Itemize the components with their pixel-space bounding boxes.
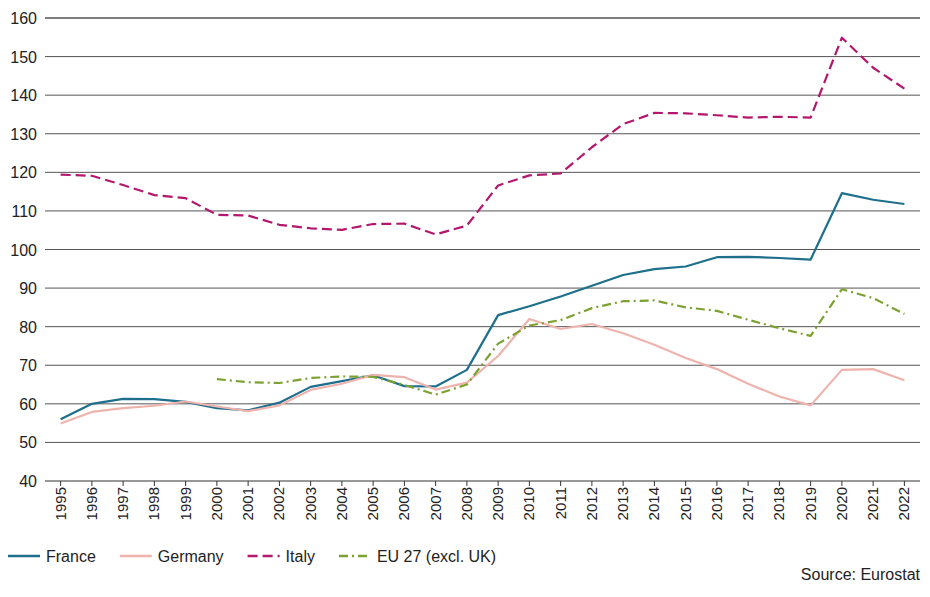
x-tick-label: 2016: [708, 487, 725, 520]
x-tick: [529, 481, 530, 486]
x-tick-label: 2005: [364, 487, 381, 520]
x-tick-label: 1996: [83, 487, 100, 520]
x-tick: [91, 481, 92, 486]
x-tick-label: 2001: [239, 487, 256, 520]
x-tick-label: 2020: [833, 487, 850, 520]
y-tick-label: 60: [19, 396, 37, 413]
x-tick-label: 2012: [583, 487, 600, 520]
legend-label: Italy: [286, 548, 315, 565]
x-tick: [685, 481, 686, 486]
x-tick: [810, 481, 811, 486]
series-line: [61, 38, 905, 235]
legend-label: Germany: [158, 548, 224, 565]
y-tick-label: 140: [10, 87, 37, 104]
x-tick: [560, 481, 561, 486]
x-tick: [279, 481, 280, 486]
x-tick-label: 2009: [489, 487, 506, 520]
grid-line: [45, 326, 920, 327]
y-tick-label: 80: [19, 319, 37, 336]
x-tick-label: 2002: [270, 487, 287, 520]
x-tick: [373, 481, 374, 486]
y-tick-label: 150: [10, 49, 37, 66]
x-tick: [841, 481, 842, 486]
y-tick-label: 160: [10, 10, 37, 27]
legend-key: [8, 555, 40, 558]
x-tick-label: 2010: [520, 487, 537, 520]
y-tick-label: 100: [10, 242, 37, 259]
legend-label: EU 27 (excl. UK): [377, 548, 496, 565]
x-tick: [748, 481, 749, 486]
series-line: [217, 289, 905, 394]
annotation: Source: Eurostat: [801, 566, 921, 583]
x-tick-label: 2006: [395, 487, 412, 520]
grid-line: [45, 133, 920, 134]
x-tick-label: 1995: [52, 487, 69, 520]
plot-top: [45, 18, 920, 19]
y-tick-label: 120: [10, 164, 37, 181]
x-tick-label: 1997: [114, 487, 131, 520]
chart: 40 50 60 70 80 90 100 110 120 130 140 150 160 1995 199…: [0, 0, 930, 597]
x-tick: [466, 481, 467, 486]
y-tick-label: 130: [10, 126, 37, 143]
x-tick: [623, 481, 624, 486]
x-tick-label: 2004: [333, 487, 350, 520]
grid-line: [45, 172, 920, 173]
x-tick-label: 2013: [614, 487, 631, 520]
y-tick-label: 40: [19, 473, 37, 490]
x-tick: [716, 481, 717, 486]
y-tick-label: 90: [19, 280, 37, 297]
legend-key: [248, 555, 280, 558]
x-tick: [154, 481, 155, 486]
x-tick-label: 2014: [645, 487, 662, 520]
x-tick: [60, 481, 61, 486]
x-tick: [779, 481, 780, 486]
grid-line: [45, 56, 920, 57]
legend-key: [339, 555, 371, 558]
grid-line: [45, 288, 920, 289]
legend-key: [120, 555, 152, 558]
grid-line: [45, 18, 920, 19]
x-tick-label: 2000: [208, 487, 225, 520]
grid-line: [45, 442, 920, 443]
x-tick: [404, 481, 405, 486]
x-axis: [45, 480, 920, 481]
grid-line: [45, 95, 920, 96]
x-tick: [123, 481, 124, 486]
y-tick-label: 70: [19, 357, 37, 374]
x-tick: [498, 481, 499, 486]
x-tick-label: 1998: [145, 487, 162, 520]
x-tick: [341, 481, 342, 486]
grid-line: [45, 210, 920, 211]
x-tick-label: 1999: [177, 487, 194, 520]
x-tick: [185, 481, 186, 486]
x-tick-label: 2007: [427, 487, 444, 520]
x-tick: [873, 481, 874, 486]
x-tick: [654, 481, 655, 486]
x-tick: [591, 481, 592, 486]
x-tick: [248, 481, 249, 486]
x-tick-label: 2019: [802, 487, 819, 520]
x-tick-label: 2008: [458, 487, 475, 520]
x-tick: [435, 481, 436, 486]
x-tick: [904, 481, 905, 486]
grid-line: [45, 249, 920, 250]
x-tick-label: 2015: [677, 487, 694, 520]
y-tick-label: 110: [11, 203, 37, 220]
y-tick-label: 50: [19, 434, 37, 451]
lines: [61, 38, 905, 424]
series-line: [61, 319, 905, 424]
x-tick-label: 2003: [302, 487, 319, 520]
x-tick-label: 2011: [552, 487, 569, 519]
x-tick-label: 2021: [864, 487, 881, 520]
x-tick: [310, 481, 311, 486]
series-line: [61, 193, 905, 419]
x-tick-label: 2018: [770, 487, 787, 520]
x-tick-label: 2022: [895, 487, 912, 520]
x-tick: [216, 481, 217, 486]
x-tick-label: 2017: [739, 487, 756, 520]
legend-label: France: [46, 548, 96, 565]
